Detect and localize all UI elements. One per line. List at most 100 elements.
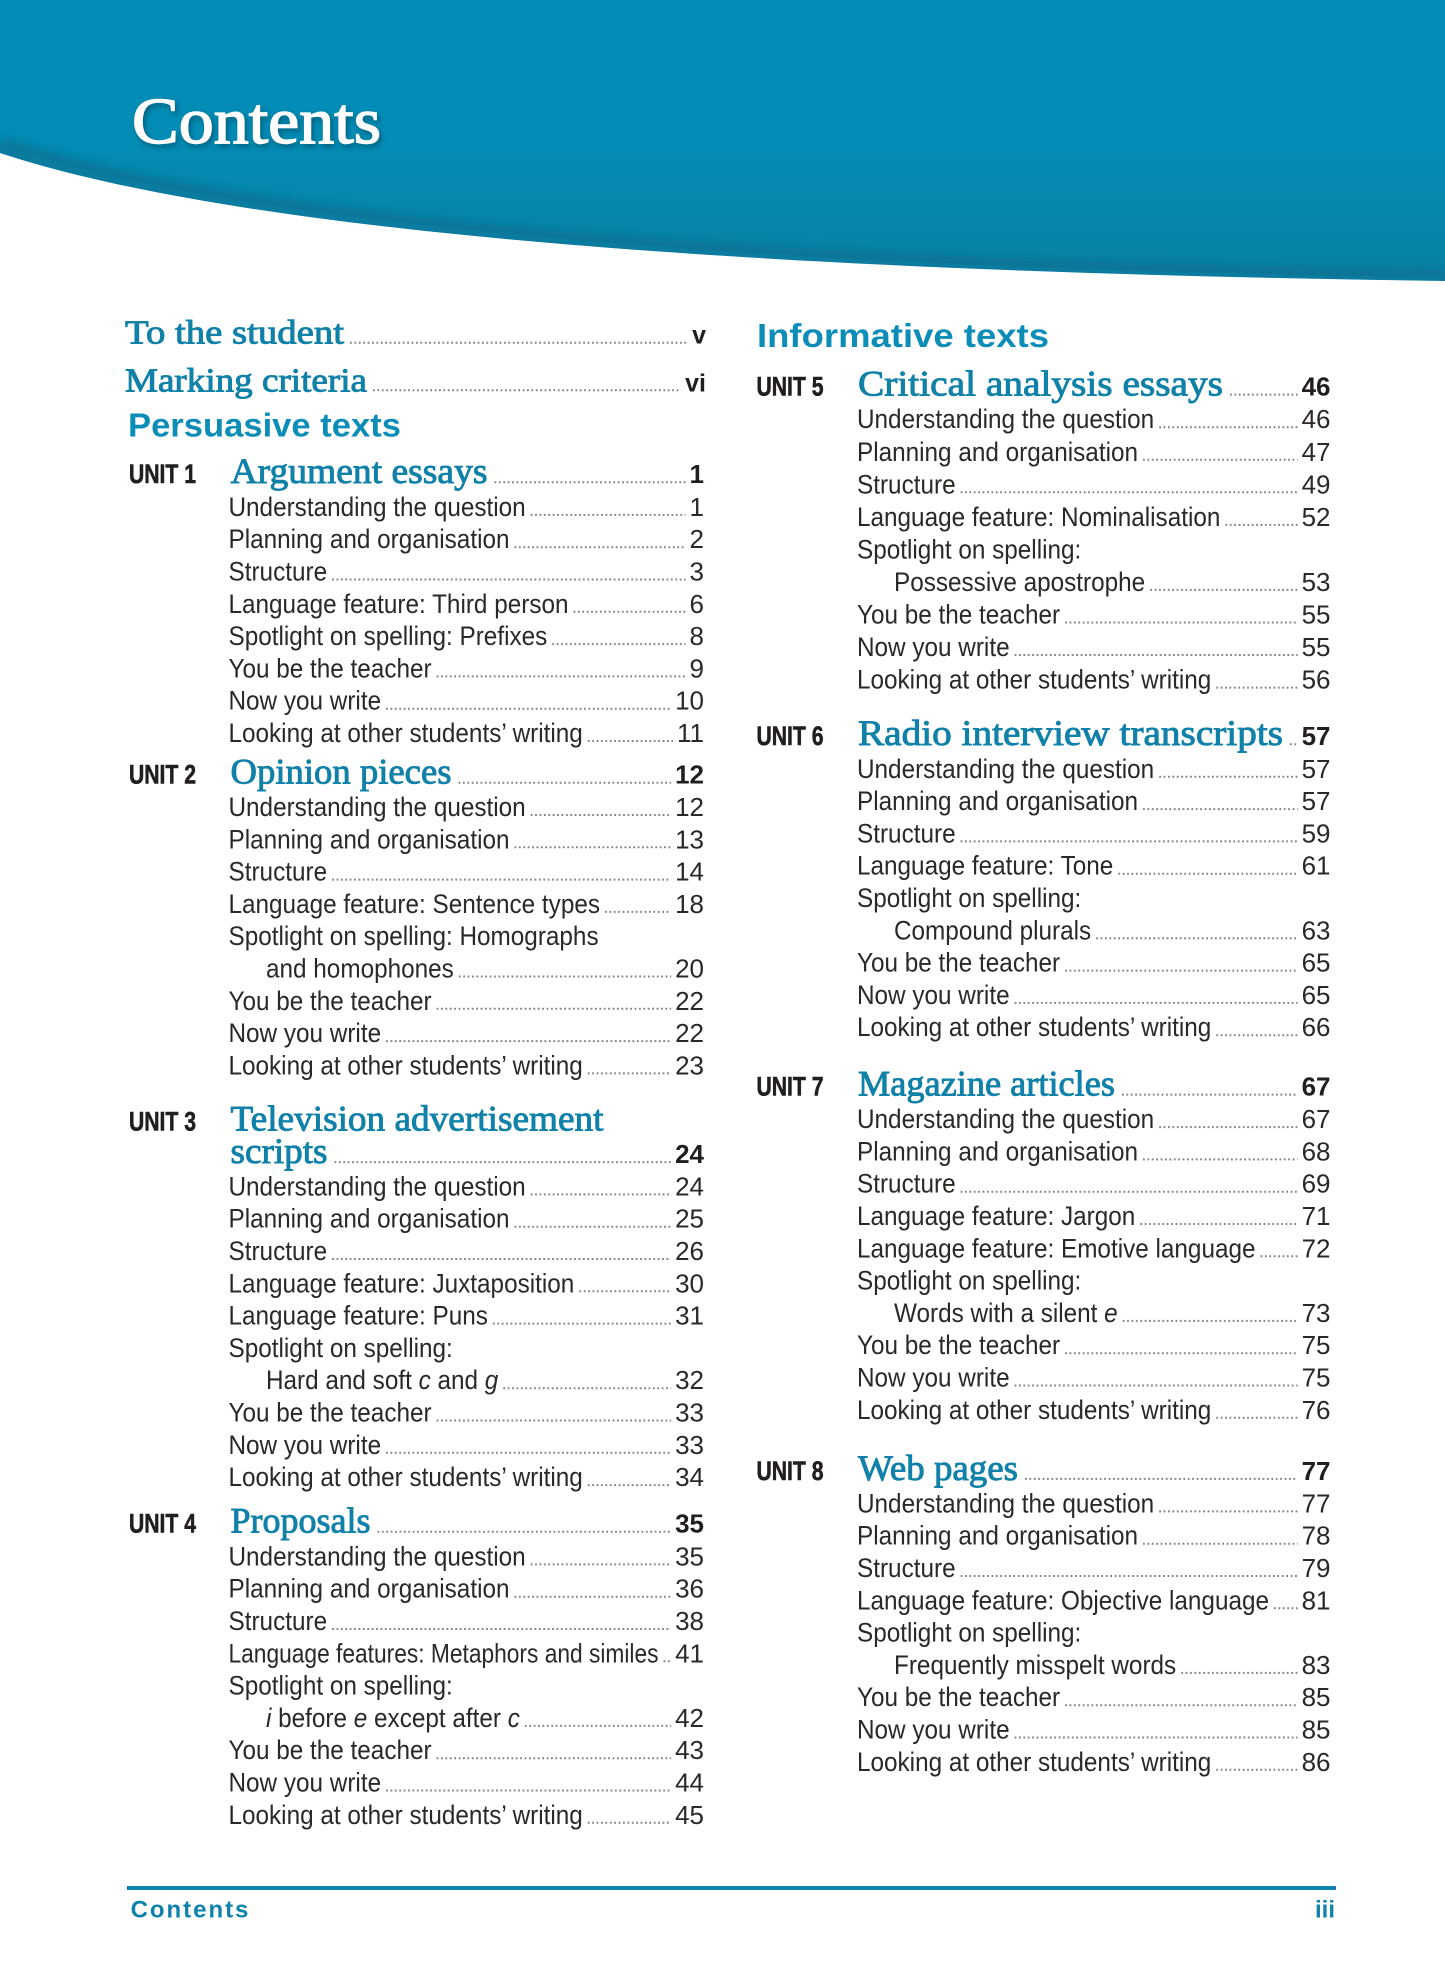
svg-text:36: 36 (675, 1574, 704, 1604)
svg-text:Structure: Structure (857, 1553, 956, 1583)
svg-text:65: 65 (1302, 980, 1331, 1010)
svg-text:You be the teacher: You be the teacher (857, 1330, 1060, 1360)
svg-text:Looking at other students’ wri: Looking at other students’ writing (229, 1462, 583, 1492)
svg-text:43: 43 (675, 1735, 704, 1765)
svg-text:UNIT 5: UNIT 5 (757, 372, 824, 402)
svg-text:Language feature: Juxtapositio: Language feature: Juxtaposition (229, 1268, 575, 1298)
svg-text:11: 11 (677, 718, 704, 748)
svg-text:Opinion pieces: Opinion pieces (231, 752, 452, 792)
svg-text:23: 23 (675, 1050, 704, 1080)
svg-text:Language feature: Sentence typ: Language feature: Sentence types (229, 889, 601, 919)
svg-text:72: 72 (1302, 1233, 1331, 1263)
svg-text:65: 65 (1302, 948, 1331, 978)
svg-text:45: 45 (675, 1800, 704, 1830)
svg-text:Planning and organisation: Planning and organisation (229, 524, 510, 554)
svg-text:22: 22 (675, 1018, 704, 1048)
svg-text:75: 75 (1302, 1363, 1331, 1393)
svg-text:UNIT 2: UNIT 2 (129, 760, 196, 790)
svg-text:To the student: To the student (125, 315, 345, 352)
svg-text:UNIT 7: UNIT 7 (757, 1072, 824, 1102)
svg-text:85: 85 (1302, 1715, 1331, 1745)
svg-text:Proposals: Proposals (231, 1501, 371, 1541)
svg-text:24: 24 (675, 1171, 704, 1201)
svg-text:20: 20 (675, 954, 704, 984)
svg-text:57: 57 (1302, 754, 1331, 784)
svg-text:12: 12 (675, 792, 704, 822)
svg-text:12: 12 (675, 760, 704, 790)
svg-text:Structure: Structure (857, 469, 956, 499)
svg-text:Argument essays: Argument essays (231, 451, 488, 491)
svg-text:vi: vi (685, 369, 706, 397)
svg-text:66: 66 (1302, 1012, 1331, 1042)
svg-text:Possessive apostrophe: Possessive apostrophe (894, 567, 1145, 597)
svg-text:24: 24 (675, 1139, 704, 1169)
svg-text:You be the teacher: You be the teacher (229, 1398, 432, 1428)
svg-text:Critical analysis essays: Critical analysis essays (858, 364, 1223, 404)
svg-text:You be the teacher: You be the teacher (229, 986, 432, 1016)
svg-text:Language feature: Third person: Language feature: Third person (229, 589, 569, 619)
svg-text:Television advertisement: Television advertisement (231, 1099, 604, 1139)
svg-text:Structure: Structure (229, 1236, 328, 1266)
svg-text:Planning and organisation: Planning and organisation (229, 1574, 510, 1604)
svg-text:Language feature: Puns: Language feature: Puns (229, 1301, 488, 1331)
svg-text:Spotlight on spelling: Prefixe: Spotlight on spelling: Prefixes (229, 621, 548, 651)
svg-text:1: 1 (690, 492, 704, 522)
svg-text:You be the teacher: You be the teacher (857, 600, 1060, 630)
svg-text:Now you write: Now you write (229, 686, 382, 716)
svg-text:57: 57 (1302, 721, 1331, 751)
svg-text:Planning and organisation: Planning and organisation (857, 1521, 1138, 1551)
svg-text:Compound plurals: Compound plurals (894, 915, 1091, 945)
svg-text:52: 52 (1302, 502, 1331, 532)
svg-text:Now you write: Now you write (857, 980, 1010, 1010)
svg-text:35: 35 (675, 1509, 704, 1539)
svg-text:Looking at other students’ wri: Looking at other students’ writing (857, 1747, 1211, 1777)
svg-text:Now you write: Now you write (229, 1018, 382, 1048)
svg-text:UNIT 6: UNIT 6 (757, 721, 824, 751)
svg-text:Informative texts: Informative texts (757, 317, 1049, 354)
svg-text:Magazine articles: Magazine articles (858, 1064, 1115, 1104)
svg-text:57: 57 (1302, 786, 1331, 816)
svg-text:68: 68 (1302, 1136, 1331, 1166)
svg-text:35: 35 (675, 1541, 704, 1571)
svg-text:Spotlight on spelling:: Spotlight on spelling: (857, 534, 1081, 564)
svg-text:and homophones: and homophones (266, 954, 454, 984)
svg-text:Spotlight on spelling:: Spotlight on spelling: (229, 1671, 453, 1701)
svg-text:22: 22 (675, 986, 704, 1016)
svg-text:38: 38 (675, 1606, 704, 1636)
svg-text:69: 69 (1302, 1169, 1331, 1199)
svg-text:Words with a silent e: Words with a silent e (894, 1298, 1118, 1328)
svg-text:85: 85 (1302, 1682, 1331, 1712)
svg-text:Language feature: Nominalisati: Language feature: Nominalisation (857, 502, 1220, 532)
svg-text:77: 77 (1302, 1456, 1331, 1486)
svg-text:81: 81 (1302, 1585, 1331, 1615)
svg-text:46: 46 (1302, 404, 1331, 434)
svg-text:26: 26 (675, 1236, 704, 1266)
svg-text:76: 76 (1302, 1395, 1331, 1425)
svg-text:Understanding the question: Understanding the question (857, 404, 1154, 434)
svg-text:67: 67 (1302, 1104, 1331, 1134)
svg-text:Now you write: Now you write (229, 1768, 382, 1798)
svg-text:9: 9 (690, 653, 704, 683)
svg-text:31: 31 (675, 1301, 704, 1331)
svg-text:Looking at other students’ wri: Looking at other students’ writing (857, 1395, 1211, 1425)
svg-text:Looking at other students’ wri: Looking at other students’ writing (857, 665, 1211, 695)
svg-text:Hard and soft c and g: Hard and soft c and g (266, 1365, 498, 1395)
svg-text:18: 18 (675, 889, 704, 919)
svg-text:Planning and organisation: Planning and organisation (229, 1204, 510, 1234)
svg-text:v: v (692, 322, 706, 350)
svg-text:59: 59 (1302, 818, 1331, 848)
svg-text:30: 30 (675, 1268, 704, 1298)
svg-text:Understanding the question: Understanding the question (229, 1171, 526, 1201)
svg-text:Understanding the question: Understanding the question (229, 492, 526, 522)
svg-text:32: 32 (675, 1365, 704, 1395)
svg-text:25: 25 (675, 1204, 704, 1234)
svg-text:34: 34 (675, 1462, 704, 1492)
svg-text:Spotlight on spelling:: Spotlight on spelling: (857, 883, 1081, 913)
svg-text:Understanding the question: Understanding the question (229, 1541, 526, 1571)
svg-text:You be the teacher: You be the teacher (229, 1735, 432, 1765)
svg-text:Language features: Metaphors a: Language features: Metaphors and similes (229, 1638, 659, 1668)
svg-text:UNIT 3: UNIT 3 (129, 1107, 196, 1137)
svg-text:Spotlight on spelling: Homogra: Spotlight on spelling: Homographs (229, 921, 599, 951)
svg-text:Structure: Structure (229, 857, 328, 887)
svg-text:86: 86 (1302, 1747, 1331, 1777)
